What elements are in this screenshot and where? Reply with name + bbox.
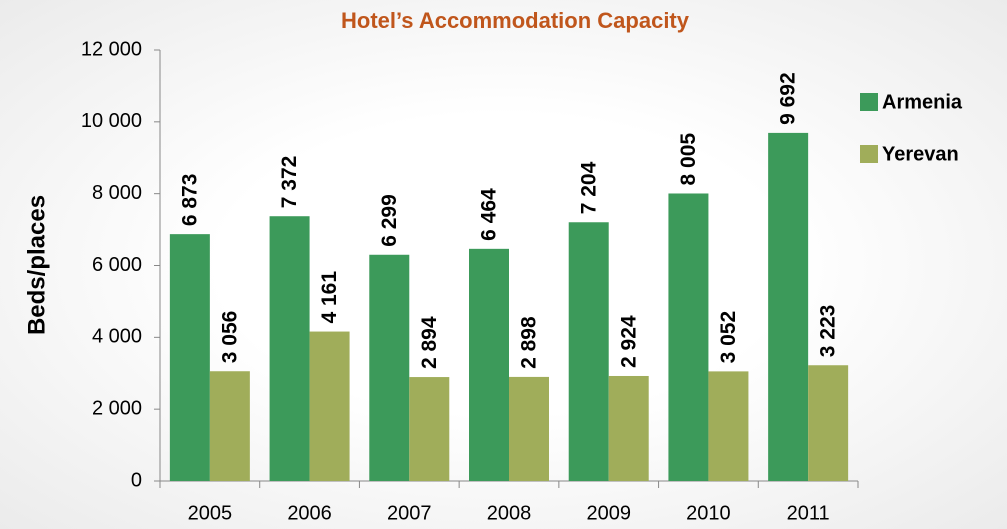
bar	[409, 377, 450, 481]
value-label: 3 223	[817, 305, 840, 358]
bar	[668, 193, 709, 482]
x-tick-label: 2009	[586, 502, 631, 524]
chart-title: Hotel’s Accommodation Capacity	[341, 8, 690, 33]
y-tick-label: 6 000	[92, 254, 142, 276]
legend-swatch	[860, 145, 878, 163]
x-tick-label: 2007	[387, 502, 432, 524]
bar	[269, 216, 310, 481]
bar	[768, 132, 809, 481]
value-label: 4 161	[318, 271, 341, 324]
value-label: 8 005	[677, 133, 700, 186]
y-tick-label: 0	[131, 469, 142, 491]
bar	[209, 371, 250, 481]
value-label: 2 894	[418, 316, 441, 369]
value-label: 2 924	[617, 315, 640, 368]
value-label: 7 204	[577, 161, 600, 214]
value-label: 3 056	[218, 311, 241, 364]
legend-label: Yerevan	[882, 143, 959, 165]
x-tick-label: 2005	[188, 502, 233, 524]
legend-swatch	[860, 93, 878, 111]
bar	[169, 234, 210, 481]
bar	[808, 365, 849, 481]
y-tick-label: 12 000	[81, 38, 142, 60]
legend-label: Armenia	[882, 91, 963, 113]
x-tick-label: 2011	[787, 502, 830, 524]
x-tick-label: 2010	[686, 502, 731, 524]
value-label: 6 464	[478, 188, 501, 241]
x-tick-label: 2006	[287, 502, 332, 524]
y-tick-label: 2 000	[92, 397, 142, 419]
bar	[469, 248, 509, 481]
bar	[509, 376, 549, 481]
bar	[369, 254, 410, 481]
y-tick-label: 8 000	[92, 182, 142, 204]
x-tick-label: 2008	[487, 502, 532, 524]
y-axis-title: Beds/places	[23, 195, 50, 335]
value-label: 6 299	[378, 194, 401, 247]
value-label: 2 898	[518, 316, 541, 369]
bar	[608, 375, 649, 481]
bar	[309, 331, 350, 481]
value-label: 7 372	[278, 156, 301, 209]
y-tick-label: 4 000	[92, 326, 142, 348]
bar	[568, 222, 609, 481]
value-label: 3 052	[717, 311, 740, 364]
bar	[708, 371, 749, 481]
value-label: 9 692	[777, 72, 800, 125]
y-tick-label: 10 000	[81, 110, 142, 132]
value-label: 6 873	[178, 174, 201, 227]
